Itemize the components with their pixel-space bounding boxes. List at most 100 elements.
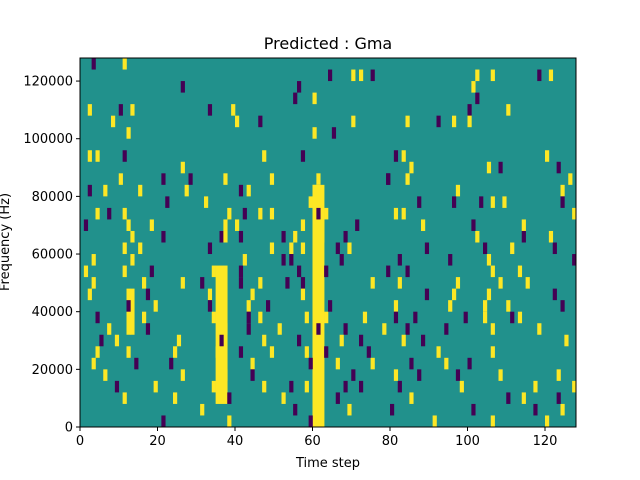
heatmap-cell — [235, 219, 240, 231]
heatmap-cell — [114, 380, 120, 393]
heatmap-cell — [328, 300, 333, 312]
heatmap-cell — [114, 334, 120, 347]
heatmap-cell — [173, 392, 178, 404]
heatmap-cell — [413, 311, 418, 324]
heatmap-cell — [231, 104, 236, 116]
heatmap-cell — [401, 150, 406, 162]
heatmap-cell — [149, 219, 154, 231]
heatmap-cell — [130, 104, 135, 116]
heatmap-cell — [510, 242, 515, 255]
heatmap-cell — [393, 150, 399, 162]
heatmap-cell — [142, 311, 147, 324]
heatmap-cell — [269, 242, 275, 255]
heatmap-cells — [83, 58, 577, 427]
heatmap-cell — [269, 346, 275, 358]
heatmap-cell — [324, 311, 329, 324]
heatmap-cell — [490, 196, 495, 208]
heatmap-cell — [99, 334, 104, 347]
heatmap-cell — [219, 334, 224, 347]
heatmap-cell — [475, 230, 480, 243]
heatmap-cell — [335, 357, 340, 370]
heatmap-cell — [316, 323, 321, 335]
heatmap-cell — [548, 230, 554, 243]
heatmap-cell — [537, 323, 542, 335]
heatmap-cell — [393, 207, 399, 220]
heatmap-cell — [200, 403, 205, 416]
heatmap-cell — [517, 311, 523, 324]
heatmap-cell — [521, 219, 526, 231]
heatmap-cell — [126, 127, 131, 139]
heatmap-cell — [297, 334, 302, 347]
heatmap-cell — [200, 277, 205, 289]
heatmap-cell — [258, 115, 263, 128]
x-tick-label: 80 — [382, 434, 399, 449]
heatmap-cell — [545, 415, 550, 427]
heatmap-cell — [293, 92, 298, 105]
heatmap-cell — [432, 415, 437, 427]
heatmap-cell — [405, 323, 410, 335]
heatmap-cell — [312, 184, 317, 197]
heatmap-cell — [351, 369, 356, 381]
heatmap-cell — [235, 115, 240, 128]
heatmap-cell — [343, 230, 348, 243]
heatmap-cell — [188, 173, 193, 185]
heatmap-cell — [475, 92, 480, 105]
heatmap-cell — [370, 357, 375, 370]
heatmap-cell — [269, 207, 275, 220]
heatmap-cell — [393, 311, 399, 324]
heatmap-cell — [424, 242, 430, 255]
heatmap-cell — [393, 369, 399, 381]
heatmap-cell — [161, 230, 166, 243]
heatmap-cell — [335, 242, 340, 255]
y-tick-label: 0 — [65, 421, 73, 436]
heatmap-cell — [211, 265, 216, 278]
heatmap-cell — [207, 242, 213, 255]
heatmap-cell — [246, 184, 251, 197]
heatmap-cell — [370, 277, 375, 289]
heatmap-cell — [409, 161, 414, 174]
heatmap-cell — [308, 357, 313, 370]
heatmap-cell — [359, 69, 364, 82]
heatmap-cell — [421, 219, 426, 231]
x-tick-label: 60 — [304, 434, 321, 449]
heatmap-cell — [452, 196, 457, 208]
heatmap-cell — [506, 392, 511, 404]
heatmap-cell — [285, 277, 290, 289]
heatmap-cell — [386, 173, 391, 185]
heatmap-cell — [258, 311, 263, 324]
heatmap-cell — [521, 230, 526, 243]
heatmap-cell — [138, 242, 143, 255]
heatmap-cell — [560, 184, 565, 197]
heatmap-cell — [281, 392, 286, 404]
heatmap-cell — [448, 300, 453, 312]
heatmap-cell — [238, 265, 244, 278]
heatmap-cell — [502, 196, 507, 208]
heatmap-cell — [490, 265, 495, 278]
heatmap-band-cell — [320, 184, 325, 427]
y-tick-label: 40000 — [32, 305, 73, 320]
heatmap-cell — [297, 81, 302, 93]
heatmap-cell — [572, 207, 577, 220]
heatmap-cell — [118, 173, 123, 185]
heatmap-cell — [572, 380, 577, 393]
heatmap-cell — [320, 230, 325, 243]
heatmap-cell — [498, 277, 503, 289]
heatmap-cell — [238, 230, 244, 243]
heatmap-cell — [258, 277, 263, 289]
heatmap-cell — [95, 311, 100, 324]
heatmap-band-cell — [130, 288, 135, 335]
heatmap-cell — [180, 369, 185, 381]
heatmap-cell — [455, 277, 461, 289]
x-tick-label: 20 — [149, 434, 166, 449]
heatmap-cell — [483, 242, 488, 255]
heatmap-cell — [126, 219, 131, 231]
x-tick-label: 0 — [76, 434, 84, 449]
heatmap-cell — [409, 357, 414, 370]
heatmap-cell — [145, 323, 151, 335]
heatmap-cell — [107, 323, 112, 335]
heatmap-cell — [207, 300, 213, 312]
heatmap-cell — [149, 265, 154, 278]
heatmap-cell — [560, 300, 565, 312]
heatmap-cell — [335, 392, 340, 404]
heatmap-cell — [103, 184, 108, 197]
